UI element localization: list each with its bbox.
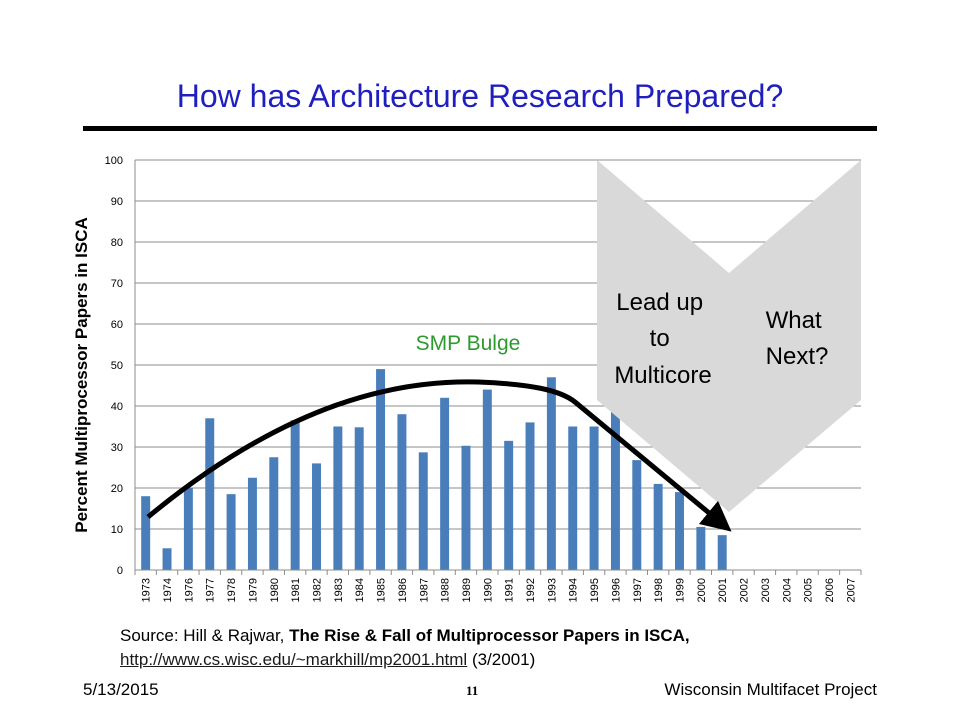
chevron-lead-up (597, 160, 729, 512)
x-tick-label: 2003 (760, 578, 772, 602)
bar-1997 (632, 460, 642, 570)
chevron-lead-up-label: Lead up to Multicore (614, 289, 711, 389)
bar-1980 (269, 457, 279, 570)
x-tick-label: 1984 (354, 578, 366, 602)
bar-1987 (418, 452, 428, 570)
y-tick-label: 100 (105, 155, 123, 167)
bar-1998 (653, 483, 663, 570)
x-tick-label: 1976 (183, 578, 195, 602)
source-citation: Source: Hill & Rajwar, The Rise & Fall o… (120, 624, 690, 672)
y-tick-label: 60 (111, 319, 123, 331)
y-tick-label: 0 (117, 565, 123, 577)
x-tick-label: 1998 (653, 578, 665, 602)
x-tick-label: 2005 (803, 578, 815, 602)
x-tick-label: 1992 (525, 578, 537, 602)
x-tick-label: 1978 (226, 578, 238, 602)
x-tick-label: 2002 (739, 578, 751, 602)
title-underline (83, 126, 877, 131)
source-link[interactable]: http://www.cs.wisc.edu/~markhill/mp2001.… (120, 650, 468, 669)
bar-1990 (482, 389, 492, 570)
bar-chart: 0 10 20 30 40 50 60 70 80 90 100 1973 1974 1976 1977 1… (72, 155, 862, 602)
y-tick-label: 70 (111, 278, 123, 290)
x-tick-label: 1981 (290, 578, 302, 602)
bar-2000 (696, 526, 706, 570)
bar-1982 (312, 463, 321, 570)
y-axis-label: Percent Multiprocessor Papers in ISCA (72, 217, 91, 533)
bar-1984 (354, 427, 364, 570)
x-tick-label: 2001 (717, 578, 729, 602)
bar-1983 (333, 426, 343, 570)
bar-1974 (162, 548, 172, 570)
bar-1992 (525, 422, 535, 570)
chevron-what-next-label: What Next? (766, 307, 829, 370)
bar-1993 (546, 377, 556, 570)
bar-1981 (290, 420, 300, 570)
bar-1976 (183, 488, 193, 570)
bar-2001 (717, 535, 727, 570)
x-tick-label: 1991 (504, 578, 516, 602)
bar-1988 (440, 397, 450, 570)
bar-1986 (397, 414, 407, 570)
bar-1996 (610, 410, 620, 570)
trend-arrow (146, 379, 732, 532)
x-tick-label: 1999 (675, 578, 687, 602)
bar-1973 (141, 496, 151, 570)
x-tick-label: 1987 (418, 578, 430, 602)
y-tick-label: 10 (111, 524, 123, 536)
smp-bulge-label: SMP Bulge (416, 332, 521, 355)
x-tick-label: 1986 (397, 578, 409, 602)
x-tick-label: 1983 (333, 578, 345, 602)
source-date: (3/2001) (467, 650, 536, 669)
x-tick-label: 1982 (312, 578, 324, 602)
y-tick-label: 90 (111, 196, 123, 208)
x-tick-label: 2007 (845, 578, 857, 602)
x-tick-label: 1985 (376, 578, 388, 602)
x-tick-label: 1996 (610, 578, 622, 602)
bar-1999 (675, 492, 684, 570)
x-tick-label: 1990 (482, 578, 494, 602)
x-tick-label: 1989 (461, 578, 473, 602)
x-tick-label: 1995 (589, 578, 601, 602)
slide-title: How has Architecture Research Prepared? (176, 78, 784, 114)
bar-1995 (589, 426, 599, 570)
bar-1985 (376, 369, 386, 570)
bar-1978 (226, 494, 236, 570)
bar-1977 (205, 418, 215, 570)
x-tick-label: 1994 (568, 578, 580, 602)
x-tick-label: 1980 (269, 578, 281, 602)
y-tick-label: 80 (111, 237, 123, 249)
source-title: The Rise & Fall of Multiprocessor Papers… (289, 626, 690, 645)
bar-1994 (568, 426, 578, 570)
x-tick-label: 1977 (205, 578, 217, 602)
y-tick-label: 40 (111, 401, 123, 413)
x-tick-label: 2004 (781, 578, 793, 602)
y-tick-label: 50 (111, 360, 123, 372)
bar-1979 (247, 477, 257, 570)
x-tick-label: 1973 (141, 578, 153, 602)
footer-org: Wisconsin Multifacet Project (664, 680, 877, 699)
x-tick-label: 2000 (696, 578, 708, 602)
y-tick-label: 20 (111, 483, 123, 495)
x-tick-label: 1979 (247, 578, 259, 602)
x-tick-label: 1997 (632, 578, 644, 602)
x-tick-label: 1993 (546, 578, 558, 602)
x-tick-label: 1974 (162, 578, 174, 602)
source-prefix: Source: Hill & Rajwar, (120, 626, 290, 645)
footer-date: 5/13/2015 (83, 680, 159, 699)
y-tick-label: 30 (111, 442, 123, 454)
bar-1991 (504, 440, 514, 570)
chevron-what-next (729, 160, 861, 512)
bar-1989 (461, 445, 471, 570)
x-tick-label: 1988 (440, 578, 452, 602)
x-tick-label: 2006 (824, 578, 836, 602)
page-number: 11 (466, 683, 479, 698)
